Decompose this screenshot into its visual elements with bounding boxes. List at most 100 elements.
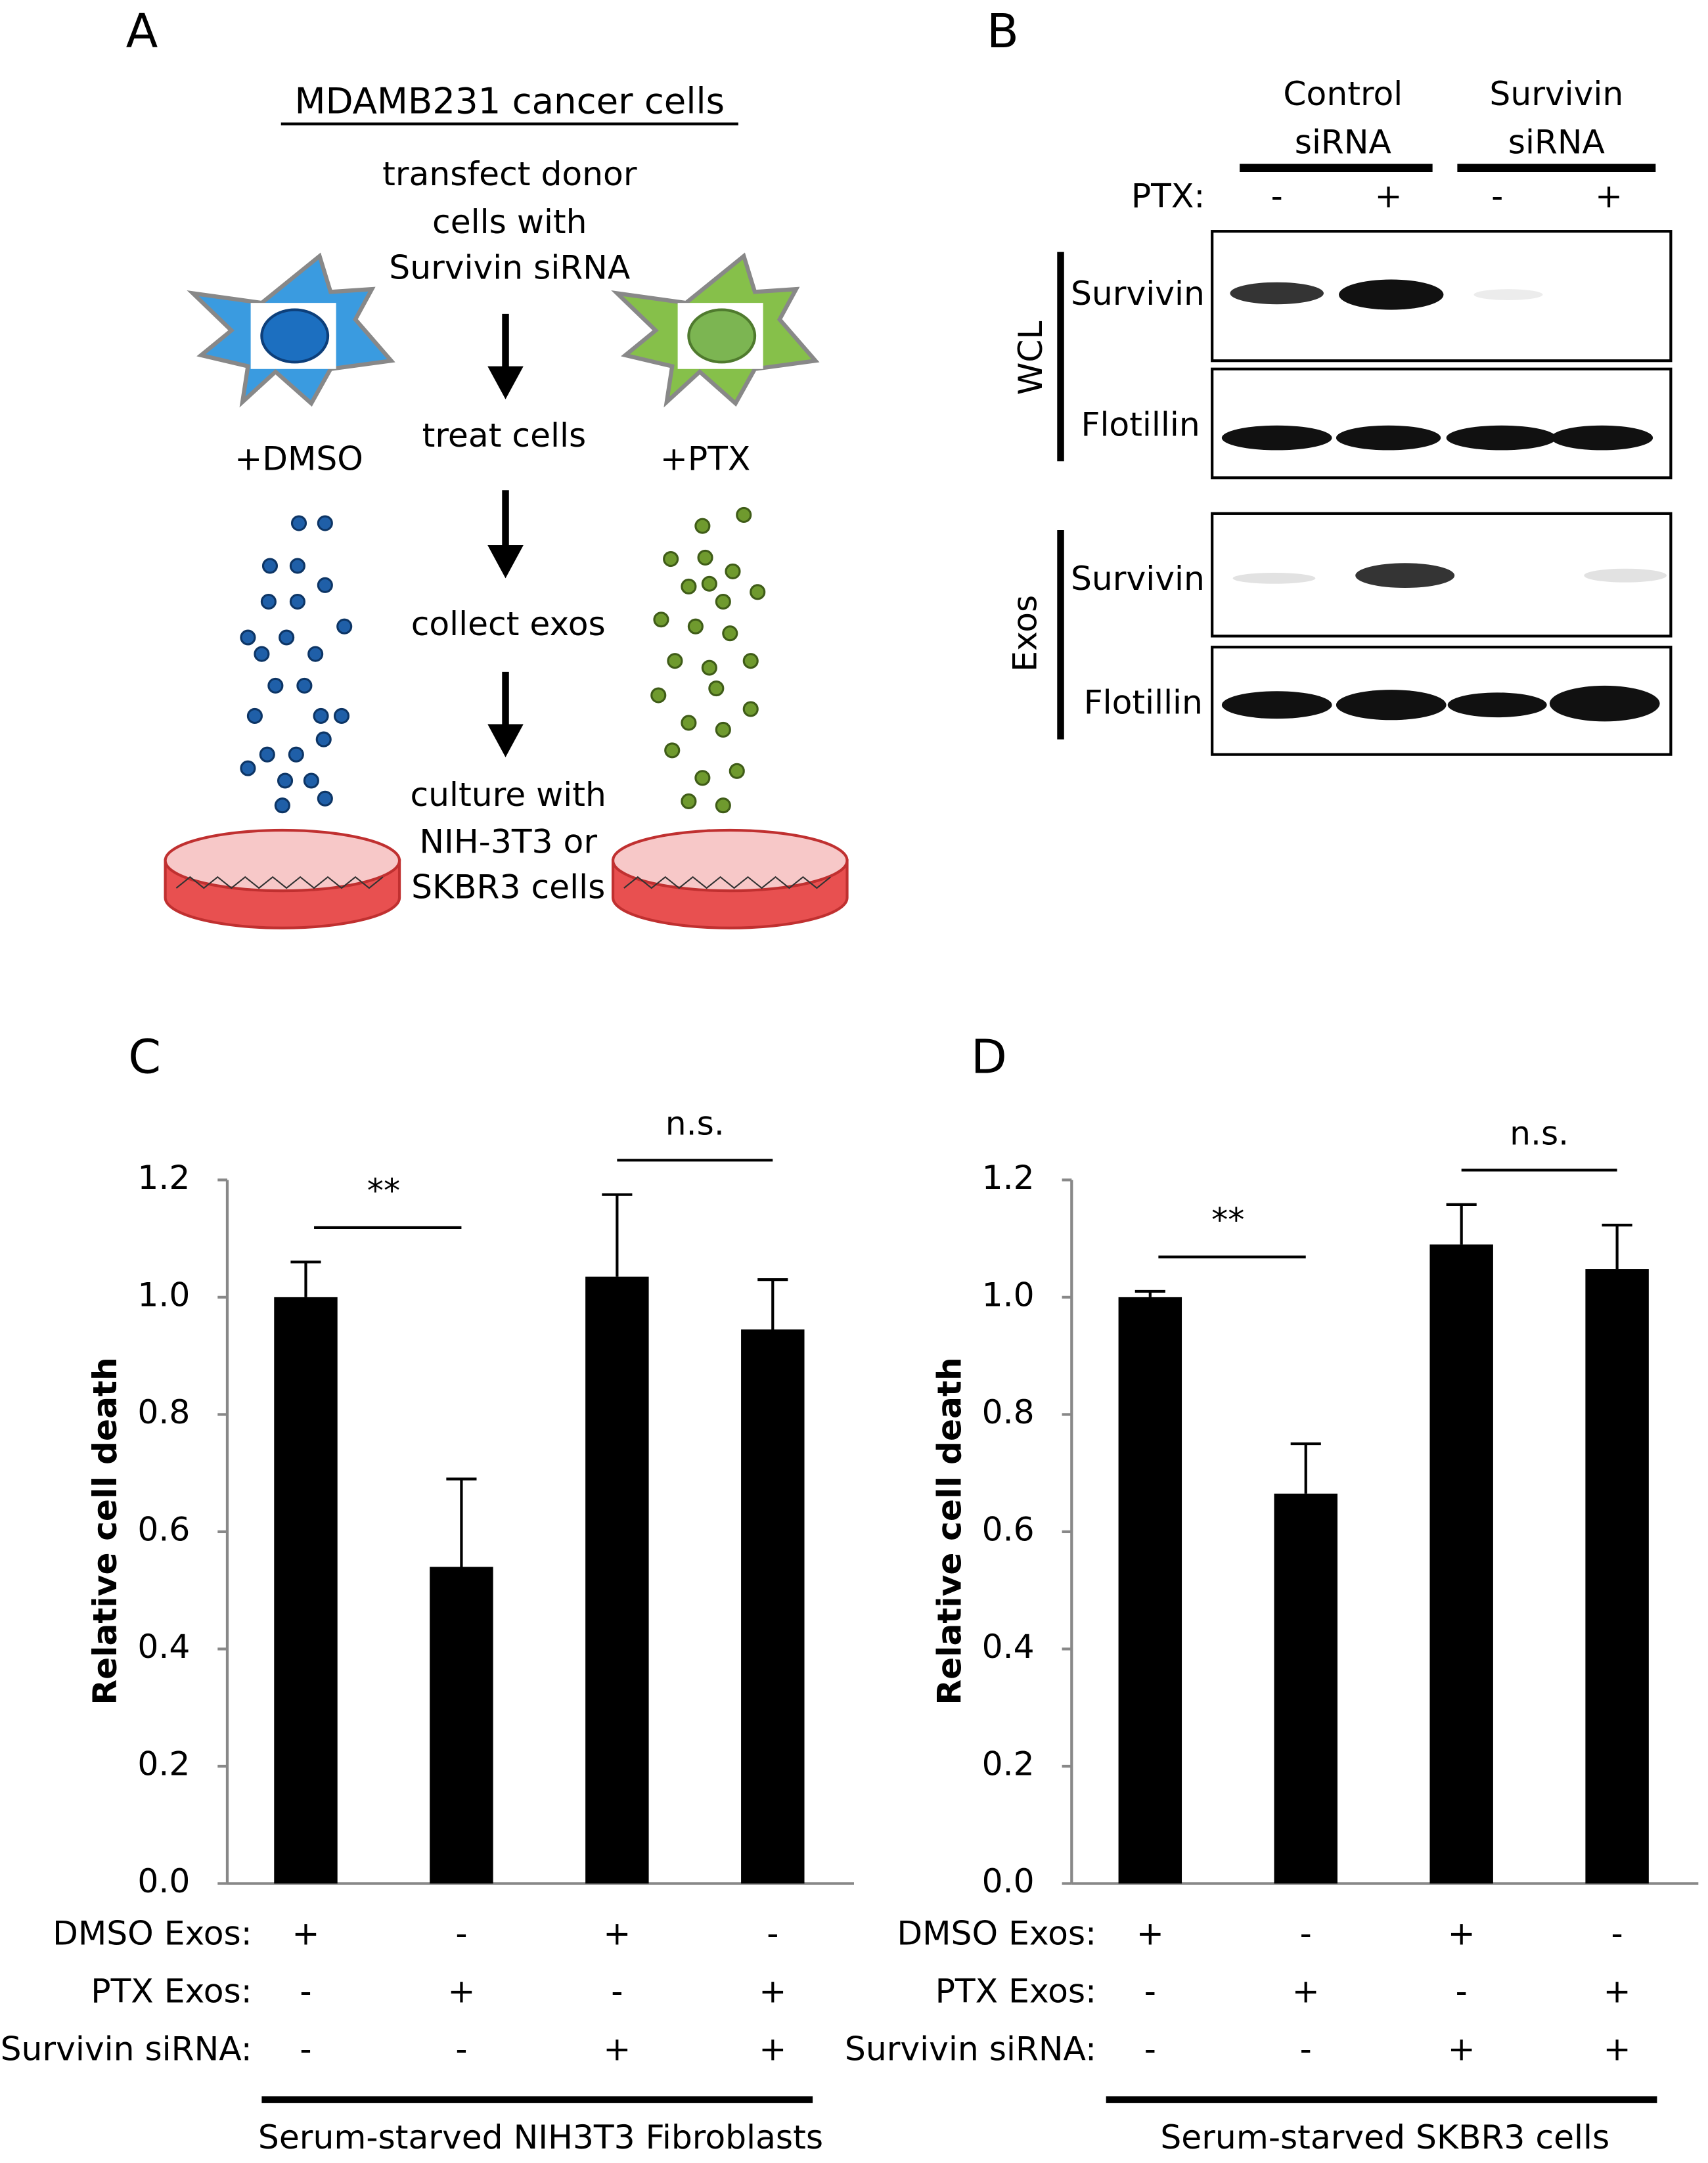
- y-tick-label: 0.0: [137, 1862, 190, 1900]
- condition-label: DMSO Exos:: [53, 1914, 252, 1953]
- condition-sign: -: [1456, 1972, 1468, 2011]
- dish-right: [611, 828, 849, 929]
- condition-sign: +: [1604, 1972, 1631, 2011]
- y-tick-label: 1.0: [137, 1275, 190, 1314]
- ptx-sign: -: [1271, 176, 1283, 215]
- dish-left: [164, 828, 401, 929]
- cell-left: [187, 252, 395, 408]
- condition-sign: +: [603, 2030, 631, 2068]
- condition-sign: -: [1300, 2030, 1312, 2068]
- treatment-label: +DMSO: [235, 439, 363, 478]
- bar: [585, 1276, 649, 1884]
- error-bar: [1290, 1442, 1321, 1494]
- error-bar: [602, 1193, 633, 1277]
- row-label: Flotillin: [1084, 683, 1203, 722]
- y-tick-label: 0.6: [982, 1509, 1035, 1548]
- significance-label: n.s.: [1510, 1114, 1569, 1153]
- step-text: culture with: [411, 775, 606, 814]
- panel-label: C: [128, 1030, 161, 1084]
- significance-label: **: [1211, 1201, 1244, 1239]
- panel-label: A: [126, 4, 158, 58]
- significance-label: n.s.: [665, 1104, 725, 1142]
- bar: [1429, 1244, 1493, 1884]
- y-axis-title: Relative cell death: [85, 1357, 124, 1705]
- condition-sign: +: [292, 1914, 319, 1953]
- condition-sign: +: [603, 1914, 631, 1953]
- arrows: [487, 313, 524, 757]
- panel-b: B Control siRNA Survivin siRNA PTX: - + …: [987, 4, 1673, 756]
- blots: [1211, 230, 1673, 756]
- ptx-sign: +: [1374, 176, 1402, 215]
- condition-sign: -: [455, 2030, 467, 2068]
- y-tick-label: 1.2: [982, 1158, 1035, 1197]
- ptx-sign: +: [1595, 176, 1623, 215]
- condition-sign: -: [300, 1972, 311, 2011]
- condition-sign: -: [767, 1914, 778, 1953]
- panel-title: MDAMB231 cancer cells: [295, 79, 725, 122]
- condition-sign: +: [1292, 1972, 1320, 2011]
- panel-label: B: [987, 4, 1019, 58]
- row-label: Flotillin: [1081, 405, 1200, 443]
- condition-sign: -: [1300, 1914, 1312, 1953]
- error-bar: [1446, 1203, 1477, 1245]
- footer-label: Serum-starved NIH3T3 Fibroblasts: [258, 2118, 823, 2156]
- error-bar: [446, 1477, 477, 1567]
- condition-sign: -: [455, 1914, 467, 1953]
- condition-label: Survivin siRNA:: [1, 2030, 252, 2068]
- row-label: Survivin: [1071, 559, 1205, 598]
- step-text: NIH-3T3 or: [419, 822, 597, 860]
- group-label: siRNA: [1295, 123, 1391, 162]
- error-bar: [757, 1278, 788, 1329]
- row-label: Survivin: [1071, 274, 1205, 313]
- condition-sign: +: [1604, 2030, 1631, 2068]
- treatment-label: +PTX: [660, 439, 751, 478]
- error-bar: [290, 1260, 321, 1297]
- ptx-sign: -: [1491, 176, 1503, 215]
- bands: [1221, 279, 1667, 722]
- y-tick-label: 0.2: [982, 1744, 1035, 1783]
- y-axis-title: Relative cell death: [930, 1357, 968, 1705]
- bar: [430, 1567, 493, 1884]
- y-tick-label: 1.2: [137, 1158, 190, 1197]
- panel-a: A MDAMB231 cancer cells transfect donor …: [126, 4, 849, 929]
- condition-sign: +: [1448, 2030, 1475, 2068]
- condition-sign: +: [1136, 1914, 1164, 1953]
- condition-sign: +: [447, 1972, 475, 2011]
- ptx-label: PTX:: [1131, 176, 1205, 215]
- y-tick-label: 0.6: [137, 1509, 190, 1548]
- exosomes-dmso: [240, 515, 353, 852]
- group-label: siRNA: [1508, 123, 1605, 162]
- condition-label: DMSO Exos:: [897, 1914, 1096, 1953]
- step-text: treat cells: [422, 416, 587, 455]
- y-tick-label: 0.4: [982, 1627, 1035, 1666]
- y-tick-label: 0.2: [137, 1744, 190, 1783]
- cell-right: [611, 252, 820, 408]
- exosomes-ptx: [650, 506, 766, 845]
- step-text: Survivin siRNA: [389, 248, 630, 286]
- condition-label: Survivin siRNA:: [845, 2030, 1096, 2068]
- group-label: Control: [1283, 74, 1403, 113]
- error-bar: [1135, 1289, 1165, 1297]
- y-tick-label: 0.8: [982, 1393, 1035, 1431]
- panel-label: D: [971, 1030, 1007, 1084]
- section-label: WCL: [1011, 321, 1050, 395]
- condition-sign: +: [1448, 1914, 1475, 1953]
- condition-sign: -: [300, 2030, 311, 2068]
- y-tick-label: 0.8: [137, 1393, 190, 1431]
- y-tick-label: 1.0: [982, 1275, 1035, 1314]
- error-bar: [1602, 1224, 1632, 1270]
- step-text: transfect donor: [382, 154, 637, 193]
- condition-label: PTX Exos:: [935, 1972, 1096, 2011]
- section-label: Exos: [1006, 595, 1045, 672]
- group-label: Survivin: [1489, 74, 1623, 113]
- condition-sign: +: [759, 2030, 786, 2068]
- step-text: collect exos: [411, 604, 606, 643]
- bar: [1585, 1269, 1649, 1884]
- y-tick-label: 0.0: [982, 1862, 1035, 1900]
- footer-label: Serum-starved SKBR3 cells: [1160, 2118, 1609, 2156]
- condition-label: PTX Exos:: [91, 1972, 252, 2011]
- bar: [741, 1329, 805, 1884]
- condition-sign: +: [759, 1972, 786, 2011]
- significance-label: **: [367, 1171, 400, 1210]
